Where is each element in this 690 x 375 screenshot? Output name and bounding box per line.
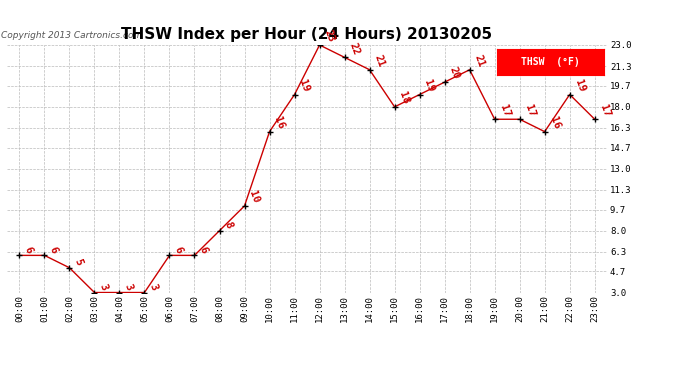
Text: 8: 8 <box>222 220 234 230</box>
Text: 6: 6 <box>22 245 34 254</box>
Title: THSW Index per Hour (24 Hours) 20130205: THSW Index per Hour (24 Hours) 20130205 <box>121 27 493 42</box>
Text: 6: 6 <box>48 245 59 254</box>
Text: 21: 21 <box>373 53 386 69</box>
Text: 17: 17 <box>598 103 611 118</box>
Text: 17: 17 <box>497 103 511 118</box>
Text: 19: 19 <box>422 78 436 93</box>
Text: 23: 23 <box>322 28 336 44</box>
Text: 6: 6 <box>197 245 209 254</box>
Text: THSW  (°F): THSW (°F) <box>521 57 580 67</box>
Text: 3: 3 <box>97 282 109 291</box>
Text: 20: 20 <box>448 66 462 81</box>
Text: 16: 16 <box>548 115 562 130</box>
Text: 3: 3 <box>122 282 134 291</box>
Text: 19: 19 <box>573 78 586 93</box>
Text: 18: 18 <box>397 90 411 106</box>
Text: 6: 6 <box>172 245 184 254</box>
Text: 16: 16 <box>273 115 286 130</box>
Text: 19: 19 <box>297 78 311 93</box>
Text: 3: 3 <box>148 282 159 291</box>
Text: 5: 5 <box>72 257 84 267</box>
Text: 21: 21 <box>473 53 486 69</box>
Text: 22: 22 <box>348 41 362 56</box>
Text: Copyright 2013 Cartronics.com: Copyright 2013 Cartronics.com <box>1 31 142 40</box>
Text: 17: 17 <box>522 103 536 118</box>
Text: 10: 10 <box>248 189 262 205</box>
